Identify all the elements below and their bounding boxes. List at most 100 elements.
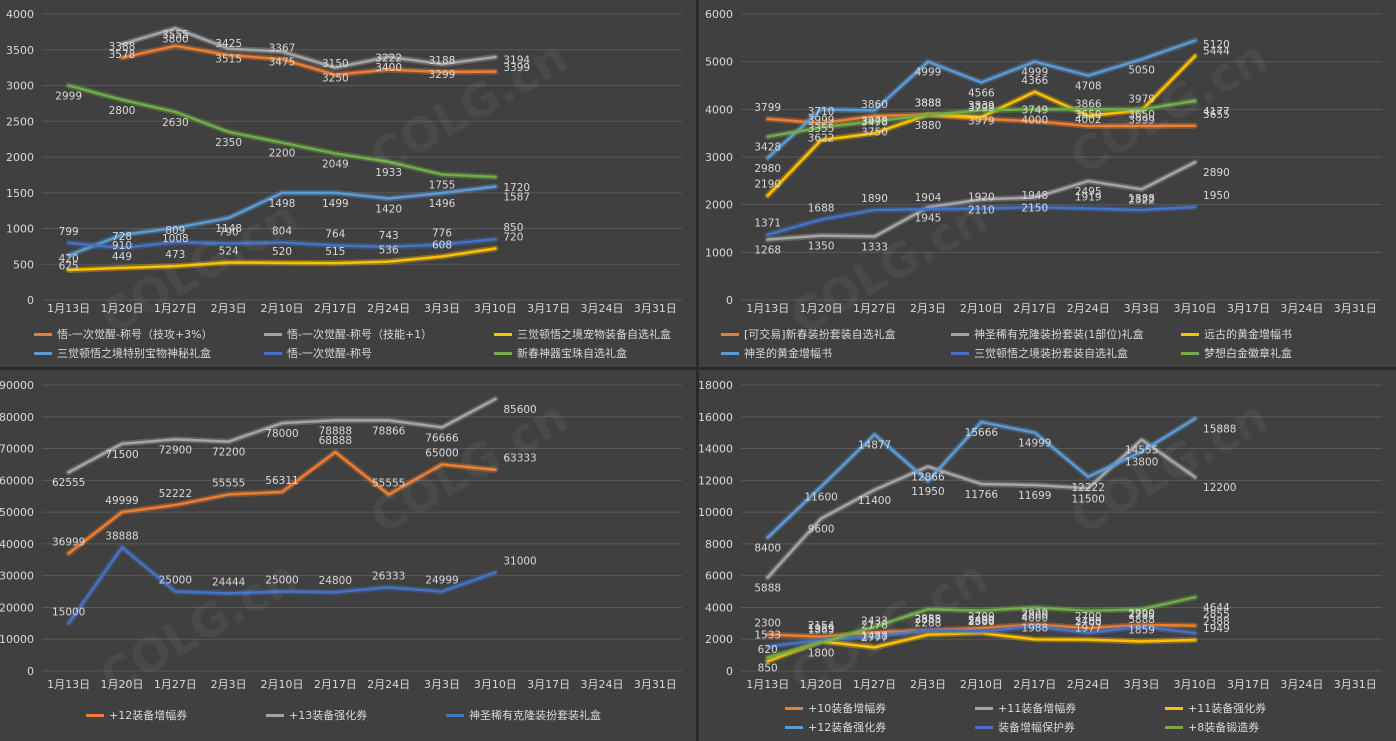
y-tick-label: 2000 (705, 199, 733, 212)
y-tick-label: 0 (726, 294, 733, 307)
data-label: 52222 (159, 488, 192, 500)
legend-label: 悟-一次觉醒-称号 (287, 347, 372, 360)
legend-label: 神圣稀有克隆装扮套装礼盒 (469, 709, 601, 722)
data-label: 2154 (808, 620, 835, 632)
y-tick-label: 14000 (699, 443, 733, 456)
data-label: 3799 (754, 102, 781, 114)
legend-swatch (1165, 725, 1183, 729)
data-label: 1920 (968, 191, 995, 203)
data-label: 24800 (319, 575, 352, 587)
x-tick-label: 1月20日 (800, 678, 843, 691)
legend-swatch (264, 351, 282, 355)
data-label: 3222 (375, 53, 402, 65)
data-label: 2800 (109, 105, 136, 117)
data-label: 3475 (269, 57, 296, 69)
legend-entry: 神圣稀有克隆装扮套装(1部位)礼盒 (951, 326, 1171, 342)
data-label: 2490 (968, 614, 995, 626)
data-label: 2049 (322, 158, 349, 170)
series-line-glow (65, 82, 499, 181)
data-label: 8400 (754, 543, 781, 555)
x-tick-label: 2月3日 (211, 678, 247, 691)
series-line-2 (766, 438, 1197, 579)
data-label: 5888 (754, 582, 781, 594)
data-label: 3799 (968, 102, 995, 114)
legend-entry: +12装备强化券 (785, 719, 965, 735)
data-label: 4999 (915, 67, 942, 79)
y-tick-label: 1000 (6, 223, 34, 236)
data-label: 620 (758, 644, 778, 656)
data-label: 728 (112, 231, 132, 243)
legend-swatch (975, 725, 993, 729)
data-label: 720 (503, 232, 523, 244)
data-label: 3750 (861, 126, 888, 138)
x-tick-label: 3月17日 (527, 678, 570, 691)
data-label: 1933 (375, 167, 402, 179)
data-label: 1865 (808, 624, 835, 636)
data-label: 536 (379, 245, 399, 257)
series-line-1 (766, 623, 1197, 639)
data-label: 2400 (1075, 616, 1102, 628)
data-label: 1350 (808, 241, 835, 253)
data-label: 31000 (503, 555, 536, 567)
y-tick-label: 2000 (705, 633, 733, 646)
data-label: 38888 (105, 530, 138, 542)
legend-swatch (494, 351, 512, 355)
series-line-3 (766, 631, 1197, 663)
data-label: 55555 (212, 477, 245, 489)
legend-swatch (1181, 351, 1199, 355)
series-line-6 (67, 84, 497, 179)
x-tick-label: 2月17日 (314, 678, 357, 691)
chart-1-svg: 0 500 1000 1500 2000 2500 3000 3500 4000 1月13日 1月2… (6, 8, 682, 315)
series-line-3 (67, 546, 497, 625)
x-tick-label: 3月24日 (1280, 302, 1323, 315)
data-label: 4002 (1075, 114, 1102, 126)
data-label: 11600 (804, 492, 837, 504)
data-label: 1533 (754, 630, 781, 642)
chart-panel-1: 0 500 1000 1500 2000 2500 3000 3500 4000 1月13日 1月2… (0, 0, 696, 367)
y-tick-label: 10000 (0, 633, 34, 646)
legend-entry: [可交易]新春装扮套装自选礼盒 (721, 326, 941, 342)
x-tick-label: 3月31日 (1334, 302, 1377, 315)
legend-entry: 新春神器宝珠自选礼盒 (494, 345, 694, 361)
data-label: 1008 (162, 233, 189, 245)
x-tick-label: 3月3日 (1124, 678, 1160, 691)
data-label: 3194 (503, 55, 530, 67)
data-label: 1949 (1203, 623, 1230, 635)
data-label: 1945 (915, 212, 942, 224)
y-tick-label: 3000 (6, 80, 34, 93)
legend-entry: 悟-一次觉醒-称号（技攻+3%） (34, 326, 254, 342)
chart-panel-3: 0 10000 20000 30000 40000 50000 60000 70000 8000… (0, 370, 696, 741)
series-line-4 (67, 185, 497, 257)
data-label: 850 (758, 662, 778, 674)
x-tick-label: 2月10日 (960, 678, 1003, 691)
data-label: 78888 (319, 425, 352, 437)
legend-swatch (494, 332, 512, 336)
data-label: 608 (432, 240, 452, 252)
x-tick-label: 3月3日 (1124, 302, 1160, 315)
series-line-3 (766, 54, 1197, 197)
data-label: 1499 (322, 198, 349, 210)
legend-entry: 装备增幅保护券 (975, 719, 1155, 735)
data-label: 2630 (162, 117, 189, 129)
legend-entry: +11装备强化券 (1165, 700, 1345, 716)
data-label: 3250 (322, 73, 349, 85)
data-label: 1988 (1021, 622, 1048, 634)
data-label: 49999 (105, 495, 138, 507)
legend-swatch (1165, 706, 1183, 710)
data-label: 78866 (372, 425, 406, 437)
y-tick-label: 16000 (699, 411, 733, 424)
x-tick-label: 2月17日 (1013, 302, 1056, 315)
data-label: 3355 (808, 123, 835, 135)
data-label: 850 (503, 222, 523, 234)
data-label: 2190 (754, 179, 781, 191)
y-tick-label: 4000 (705, 601, 733, 614)
x-tick-label: 2月3日 (910, 302, 946, 315)
data-label: 1371 (754, 218, 781, 230)
data-label: 449 (112, 251, 132, 263)
data-label: 72900 (159, 444, 192, 456)
data-label: 11766 (965, 489, 999, 501)
data-label: 2495 (1075, 186, 1102, 198)
data-label: 2110 (968, 204, 995, 216)
y-tick-label: 2000 (6, 151, 34, 164)
legend-label: 三觉顿悟之境宠物装备自选礼盒 (517, 328, 671, 341)
